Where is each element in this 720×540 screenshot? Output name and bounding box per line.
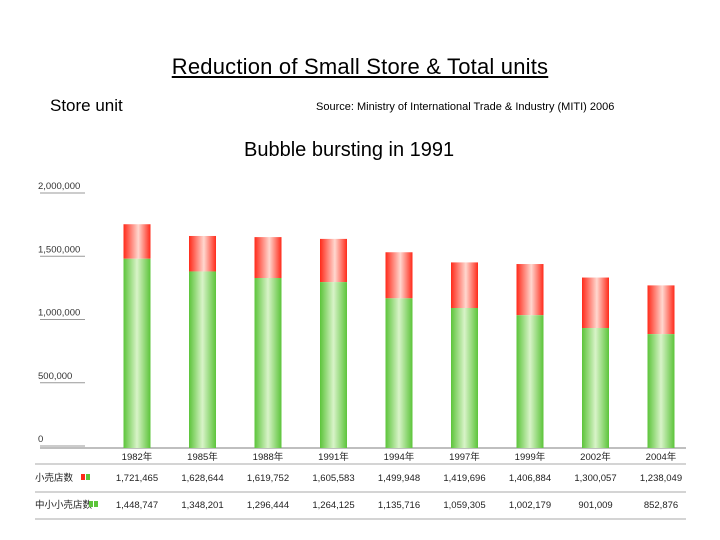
x-tick-label: 1994年 xyxy=(384,451,415,463)
bar-total-top xyxy=(320,238,347,283)
bar-small-stores xyxy=(254,277,282,448)
table-cell: 1,499,948 xyxy=(378,473,420,484)
x-tick-label: 1999年 xyxy=(515,451,546,463)
source-note: Source: Ministry of International Trade … xyxy=(316,101,615,113)
y-tick-label: 0 xyxy=(38,434,43,445)
bar-total-top xyxy=(647,285,675,335)
table-cell: 1,348,201 xyxy=(181,500,223,511)
bar-total-top xyxy=(189,235,216,272)
bar-small-stores xyxy=(385,298,413,448)
x-tick-label: 1997年 xyxy=(449,451,480,463)
x-tick-label: 2004年 xyxy=(646,451,677,463)
table-cell: 1,419,696 xyxy=(443,473,485,484)
bar-total-top xyxy=(516,264,544,316)
y-axis-label: Store unit xyxy=(50,96,123,115)
x-tick-label: 1982年 xyxy=(122,451,153,463)
bar-small-stores xyxy=(320,282,347,448)
bar-total-top xyxy=(451,262,478,308)
x-tick-label: 1985年 xyxy=(187,451,218,463)
table-cell: 1,448,747 xyxy=(116,500,158,511)
x-tick-label: 1991年 xyxy=(318,451,349,463)
table-cell: 1,238,049 xyxy=(640,473,682,484)
x-tick-label: 2002年 xyxy=(580,451,611,463)
table-cell: 1,406,884 xyxy=(509,473,551,484)
bar-total-top xyxy=(385,252,413,299)
y-tick-label: 2,000,000 xyxy=(38,181,80,192)
y-tick-label: 1,000,000 xyxy=(38,308,80,319)
bar-total-top xyxy=(254,237,282,278)
table-cell: 1,619,752 xyxy=(247,473,289,484)
chart-title: Reduction of Small Store & Total units xyxy=(171,54,549,79)
table-cell: 901,009 xyxy=(578,500,612,511)
bar-small-stores xyxy=(647,334,675,448)
bar-small-stores xyxy=(582,328,609,448)
table-cell: 1,264,125 xyxy=(312,500,354,511)
table-row-label: 中小小売店数 xyxy=(35,499,93,511)
legend-swatch xyxy=(86,474,90,480)
table-cell: 1,721,465 xyxy=(116,473,158,484)
legend-swatch xyxy=(94,501,98,507)
table-cell: 1,300,057 xyxy=(574,473,616,484)
table-row-label: 小売店数 xyxy=(35,472,74,484)
table-cell: 1,002,179 xyxy=(509,500,551,511)
legend-swatch xyxy=(81,474,85,480)
table-cell: 1,296,444 xyxy=(247,500,289,511)
bar-total-top xyxy=(123,224,151,259)
bar-total-top xyxy=(582,277,609,329)
table-cell: 1,059,305 xyxy=(443,500,485,511)
bar-small-stores xyxy=(516,315,544,448)
table-cell: 1,605,583 xyxy=(312,473,354,484)
table-cell: 1,628,644 xyxy=(181,473,223,484)
table-cell: 852,876 xyxy=(644,500,678,511)
y-tick-label: 1,500,000 xyxy=(38,244,80,255)
y-tick-label: 500,000 xyxy=(38,371,72,382)
x-tick-label: 1988年 xyxy=(253,451,284,463)
legend-swatch xyxy=(89,501,93,507)
annotation: Bubble bursting in 1991 xyxy=(244,139,455,161)
bar-small-stores xyxy=(189,271,216,448)
bar-small-stores xyxy=(123,258,151,448)
table-cell: 1,135,716 xyxy=(378,500,420,511)
bar-small-stores xyxy=(451,307,478,448)
